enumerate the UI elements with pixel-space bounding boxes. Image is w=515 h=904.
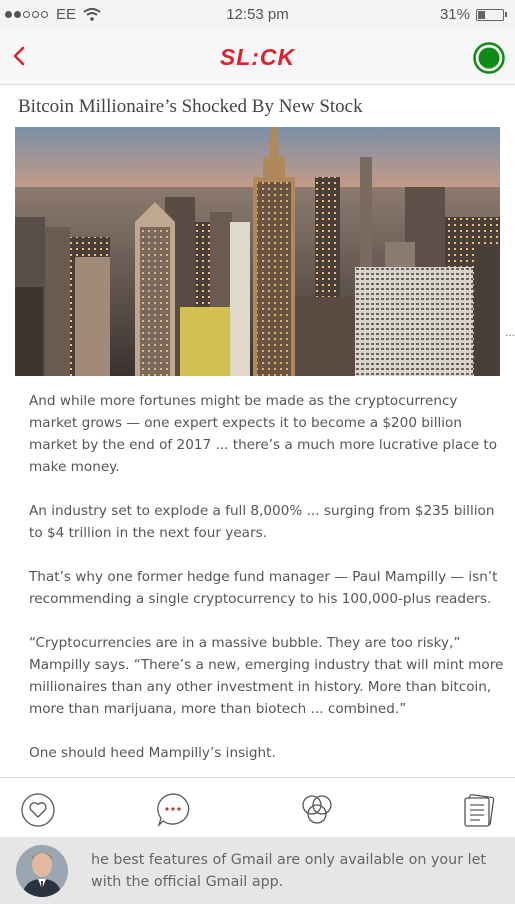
article-paragraph: One should heed Mampilly’s insight.: [29, 745, 276, 761]
notification-text: he best features of Gmail are only avail…: [91, 852, 487, 890]
status-bar: EE 12:53 pm 31%: [0, 0, 515, 30]
heart-icon[interactable]: [20, 792, 56, 828]
status-time: 12:53 pm: [226, 6, 289, 23]
signal-dot: [5, 11, 12, 18]
article-headline: Bitcoin Millionaire’s Shocked By New Sto…: [18, 96, 363, 117]
circles-icon[interactable]: [299, 792, 335, 828]
notification-banner[interactable]: he best features of Gmail are only avail…: [0, 837, 515, 904]
signal-dot: [23, 11, 30, 18]
carrier-name: EE: [56, 6, 77, 23]
more-dots[interactable]: ...: [505, 325, 515, 339]
article-paragraph: An industry set to explode a full 8,000%…: [29, 503, 495, 541]
battery-percent: 31%: [439, 6, 470, 23]
signal-dot: [32, 11, 39, 18]
article-image[interactable]: [15, 127, 500, 376]
nav-bar: SL:CK: [0, 30, 515, 85]
article-paragraph: And while more fortunes might be made as…: [29, 393, 498, 475]
status-circle-icon[interactable]: [473, 42, 505, 74]
battery-fill: [478, 10, 486, 19]
article-body: And while more fortunes might be made as…: [29, 390, 507, 786]
app-logo: SL:CK: [219, 44, 296, 70]
article-paragraph: That’s why one former hedge fund manager…: [29, 569, 498, 607]
signal-dot: [41, 11, 48, 18]
article-paragraph: “Cryptocurrencies are in a massive bubbl…: [29, 635, 504, 717]
comment-icon[interactable]: [155, 792, 191, 828]
chevron-left-icon[interactable]: [8, 42, 32, 70]
battery-tip: [505, 12, 507, 17]
status-left: EE: [5, 6, 101, 23]
bottom-toolbar: [0, 777, 515, 838]
status-right: 31%: [440, 6, 507, 23]
wifi-icon: [83, 8, 101, 21]
avatar: [16, 845, 68, 897]
signal-dot: [14, 11, 21, 18]
battery-icon: [476, 8, 504, 21]
notebook-icon[interactable]: [461, 792, 497, 828]
